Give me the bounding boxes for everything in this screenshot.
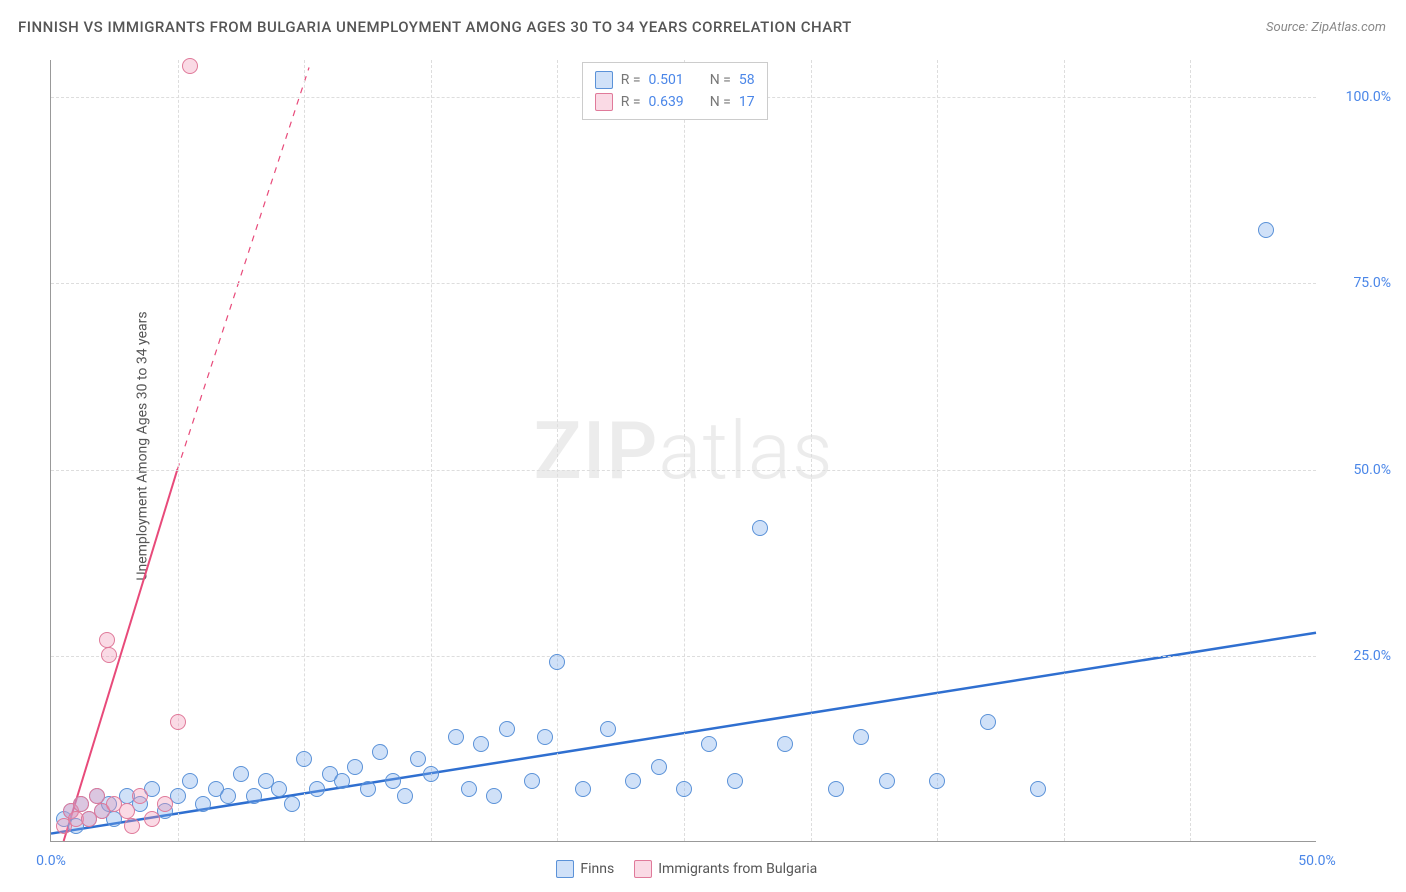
- data-point: [524, 773, 540, 789]
- gridline-vertical: [684, 60, 685, 841]
- data-point: [549, 654, 565, 670]
- data-point: [157, 796, 173, 812]
- n-label: N =: [710, 94, 731, 110]
- data-point: [144, 811, 160, 827]
- watermark-bold: ZIP: [534, 404, 659, 498]
- trend-line: [178, 67, 310, 469]
- data-point: [777, 736, 793, 752]
- chart-title: FINNISH VS IMMIGRANTS FROM BULGARIA UNEM…: [18, 18, 852, 36]
- legend-item: Finns: [556, 860, 614, 878]
- gridline-vertical: [304, 60, 305, 841]
- n-value: 17: [739, 94, 755, 110]
- gridline-vertical: [811, 60, 812, 841]
- legend-stats-row: R = 0.501 N = 58: [595, 69, 755, 91]
- gridline-vertical: [1190, 60, 1191, 841]
- n-value: 58: [739, 72, 755, 88]
- data-point: [537, 729, 553, 745]
- data-point: [372, 744, 388, 760]
- data-point: [929, 773, 945, 789]
- y-tick-label: 75.0%: [1353, 275, 1391, 291]
- source-label: Source: ZipAtlas.com: [1266, 20, 1386, 35]
- data-point: [246, 788, 262, 804]
- data-point: [1258, 222, 1274, 238]
- data-point: [980, 714, 996, 730]
- data-point: [309, 781, 325, 797]
- data-point: [73, 796, 89, 812]
- data-point: [119, 803, 135, 819]
- data-point: [461, 781, 477, 797]
- legend-bottom: Finns Immigrants from Bulgaria: [556, 860, 817, 878]
- x-tick-label: 50.0%: [1298, 853, 1336, 869]
- data-point: [651, 759, 667, 775]
- r-value: 0.501: [649, 72, 684, 88]
- data-point: [132, 788, 148, 804]
- legend-swatch: [595, 93, 613, 111]
- legend-stats-row: R = 0.639 N = 17: [595, 91, 755, 113]
- r-label: R =: [621, 72, 641, 88]
- x-tick-label: 0.0%: [36, 853, 66, 869]
- data-point: [575, 781, 591, 797]
- legend-label: Immigrants from Bulgaria: [658, 861, 817, 877]
- data-point: [499, 721, 515, 737]
- data-point: [284, 796, 300, 812]
- data-point: [486, 788, 502, 804]
- y-tick-label: 100.0%: [1346, 89, 1391, 105]
- data-point: [853, 729, 869, 745]
- data-point: [423, 766, 439, 782]
- data-point: [385, 773, 401, 789]
- y-tick-label: 50.0%: [1353, 462, 1391, 478]
- gridline-vertical: [937, 60, 938, 841]
- legend-item: Immigrants from Bulgaria: [634, 860, 817, 878]
- data-point: [182, 773, 198, 789]
- data-point: [347, 759, 363, 775]
- data-point: [473, 736, 489, 752]
- data-point: [220, 788, 236, 804]
- data-point: [195, 796, 211, 812]
- data-point: [233, 766, 249, 782]
- data-point: [600, 721, 616, 737]
- data-point: [879, 773, 895, 789]
- data-point: [182, 58, 198, 74]
- data-point: [1030, 781, 1046, 797]
- legend-stats-box: R = 0.501 N = 58 R = 0.639 N = 17: [582, 62, 768, 120]
- data-point: [89, 788, 105, 804]
- data-point: [397, 788, 413, 804]
- chart-container: FINNISH VS IMMIGRANTS FROM BULGARIA UNEM…: [0, 0, 1406, 892]
- data-point: [271, 781, 287, 797]
- legend-swatch: [556, 860, 574, 878]
- plot-area: ZIPatlas 25.0%50.0%75.0%100.0%0.0%50.0%: [50, 60, 1316, 842]
- legend-swatch: [634, 860, 652, 878]
- gridline-vertical: [431, 60, 432, 841]
- y-tick-label: 25.0%: [1353, 648, 1391, 664]
- data-point: [99, 632, 115, 648]
- data-point: [701, 736, 717, 752]
- data-point: [676, 781, 692, 797]
- n-label: N =: [710, 72, 731, 88]
- data-point: [828, 781, 844, 797]
- data-point: [448, 729, 464, 745]
- r-value: 0.639: [649, 94, 684, 110]
- legend-label: Finns: [580, 861, 614, 877]
- gridline-vertical: [1064, 60, 1065, 841]
- data-point: [101, 647, 117, 663]
- data-point: [360, 781, 376, 797]
- data-point: [124, 818, 140, 834]
- data-point: [625, 773, 641, 789]
- legend-swatch: [595, 71, 613, 89]
- data-point: [296, 751, 312, 767]
- data-point: [752, 520, 768, 536]
- gridline-vertical: [557, 60, 558, 841]
- data-point: [727, 773, 743, 789]
- data-point: [334, 773, 350, 789]
- r-label: R =: [621, 94, 641, 110]
- data-point: [410, 751, 426, 767]
- data-point: [170, 714, 186, 730]
